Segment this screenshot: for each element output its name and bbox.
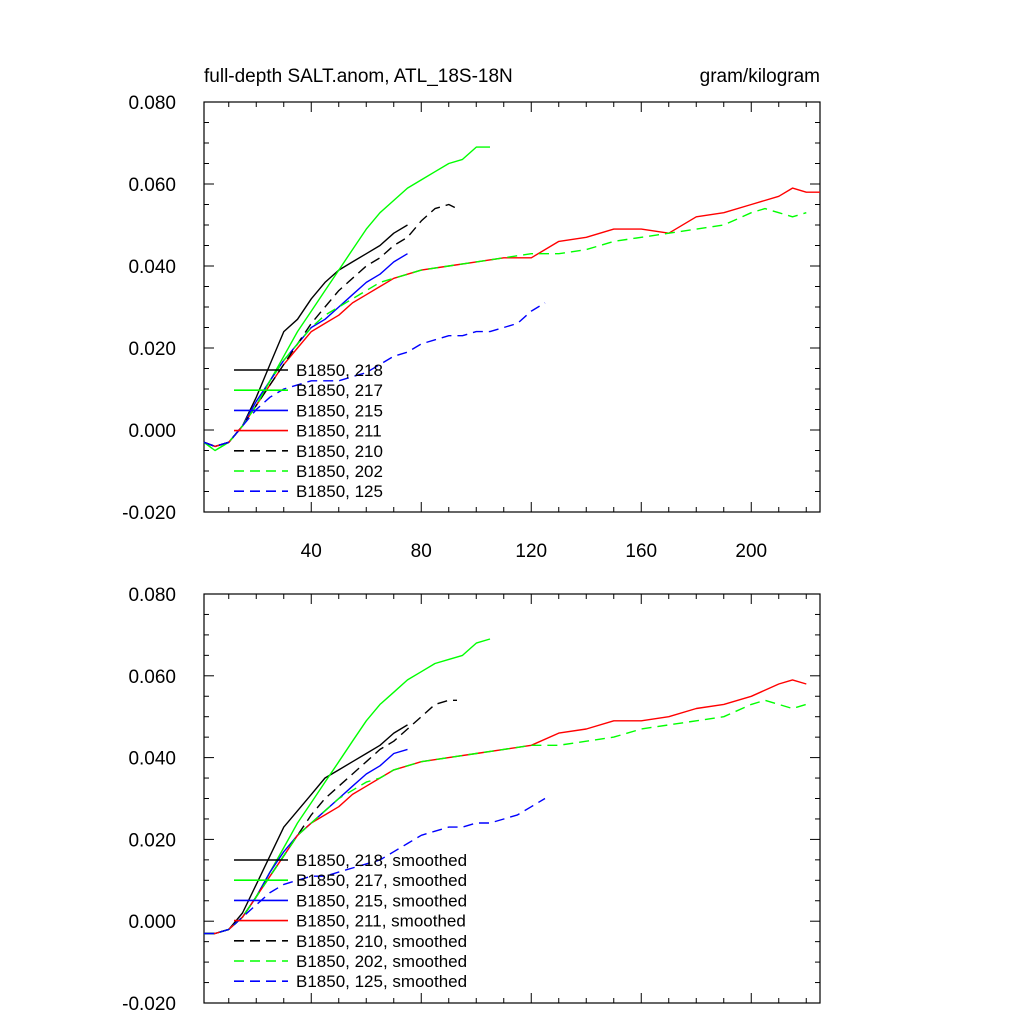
- legend-label: B1850, 125, smoothed: [296, 972, 467, 991]
- legend-label: B1850, 211, smoothed: [296, 912, 466, 931]
- legend-label: B1850, 202, smoothed: [296, 952, 467, 971]
- y-tick-label: 0.060: [128, 175, 176, 196]
- legend-label: B1850, 217: [296, 381, 383, 400]
- series-line-6: [204, 797, 546, 935]
- y-tick-label: 0.040: [128, 257, 176, 278]
- x-tick-label: 80: [411, 541, 432, 562]
- y-tick-label: 0.060: [128, 667, 176, 688]
- y-tick-label: 0.040: [128, 749, 176, 770]
- legend-label: B1850, 215, smoothed: [296, 891, 467, 910]
- x-tick-label: 200: [735, 541, 767, 562]
- y-tick-label: 0.020: [128, 830, 176, 851]
- y-tick-label: 0.000: [128, 421, 176, 442]
- y-tick-label: -0.020: [122, 503, 176, 524]
- panel-1: -0.020 0.000 0.020 0.040 0.060 0.080 40 80 120 16…: [122, 66, 821, 562]
- legend-label: B1850, 210, smoothed: [296, 932, 467, 951]
- y-tick-label: 0.020: [128, 339, 176, 360]
- x-tick-label: 160: [625, 541, 657, 562]
- series-line-5: [203, 207, 807, 452]
- y-tick-label: 0.000: [128, 912, 176, 933]
- series-line-4: [204, 699, 457, 935]
- y-tick-label: 0.080: [128, 93, 176, 114]
- chart-title: full-depth SALT.anom, ATL_18S-18N: [204, 66, 513, 87]
- legend-label: B1850, 217, smoothed: [296, 871, 467, 890]
- legend-label: B1850, 218: [296, 361, 383, 380]
- x-tick-label: 120: [515, 541, 547, 562]
- y-tick-label: 0.080: [128, 585, 176, 606]
- legend-label: B1850, 211: [296, 422, 382, 441]
- panel-2: -0.020 0.000 0.020 0.040 0.060 0.080 B1850, 21…: [122, 585, 821, 1015]
- y-tick-label: -0.020: [122, 994, 176, 1015]
- legend-label: B1850, 218, smoothed: [296, 851, 467, 870]
- x-tick-label: 40: [301, 541, 322, 562]
- series-line-6: [203, 302, 546, 448]
- series-line-5: [204, 699, 807, 935]
- legend-label: B1850, 202: [296, 462, 383, 481]
- units-label: gram/kilogram: [700, 66, 820, 87]
- legend-label: B1850, 210: [296, 442, 383, 461]
- series-line-3: [204, 679, 807, 935]
- legend-label: B1850, 215: [296, 401, 383, 420]
- legend-label: B1850, 125: [296, 482, 383, 501]
